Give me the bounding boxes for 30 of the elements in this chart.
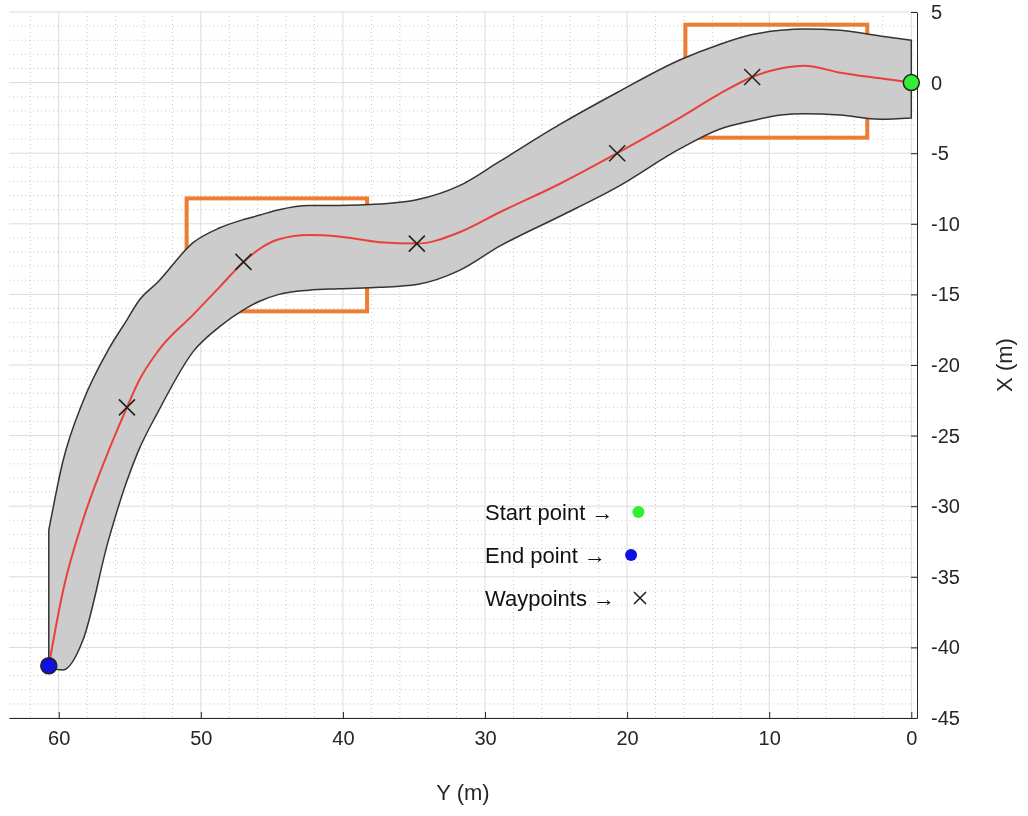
x-tick-label: 50	[190, 727, 213, 749]
y-axis-title: X (m)	[992, 338, 1017, 392]
y-tick-label: -15	[931, 283, 960, 306]
point	[234, 253, 253, 271]
x-tick-label: 40	[332, 727, 355, 749]
point	[743, 68, 761, 86]
y-tick-label: -5	[931, 142, 949, 165]
x-tick-label: 30	[474, 727, 497, 749]
legend-label: Waypoints →	[485, 585, 616, 611]
x-tick-label: 10	[758, 727, 781, 749]
legend-label: End point →	[485, 542, 607, 568]
point	[408, 234, 426, 253]
y-tick-label: 0	[931, 71, 943, 94]
point	[608, 144, 626, 162]
point	[40, 657, 58, 675]
x-tick-label: 20	[616, 727, 639, 749]
y-tick-label: -40	[931, 636, 960, 659]
legend-label: Start point →	[485, 499, 614, 525]
point	[902, 73, 921, 92]
y-tick-label: 5	[931, 0, 943, 23]
point	[118, 398, 136, 417]
y-tick-label: -35	[931, 565, 960, 588]
x-axis-title: Y (m)	[436, 780, 490, 805]
y-tick-label: -20	[931, 353, 960, 376]
y-tick-label: -10	[931, 212, 960, 235]
x-tick-label: 0	[906, 727, 918, 749]
y-tick-label: -25	[931, 424, 960, 447]
y-tick-label: -30	[931, 495, 960, 518]
x-tick-label: 60	[48, 727, 71, 749]
y-tick-label: -45	[931, 706, 960, 729]
